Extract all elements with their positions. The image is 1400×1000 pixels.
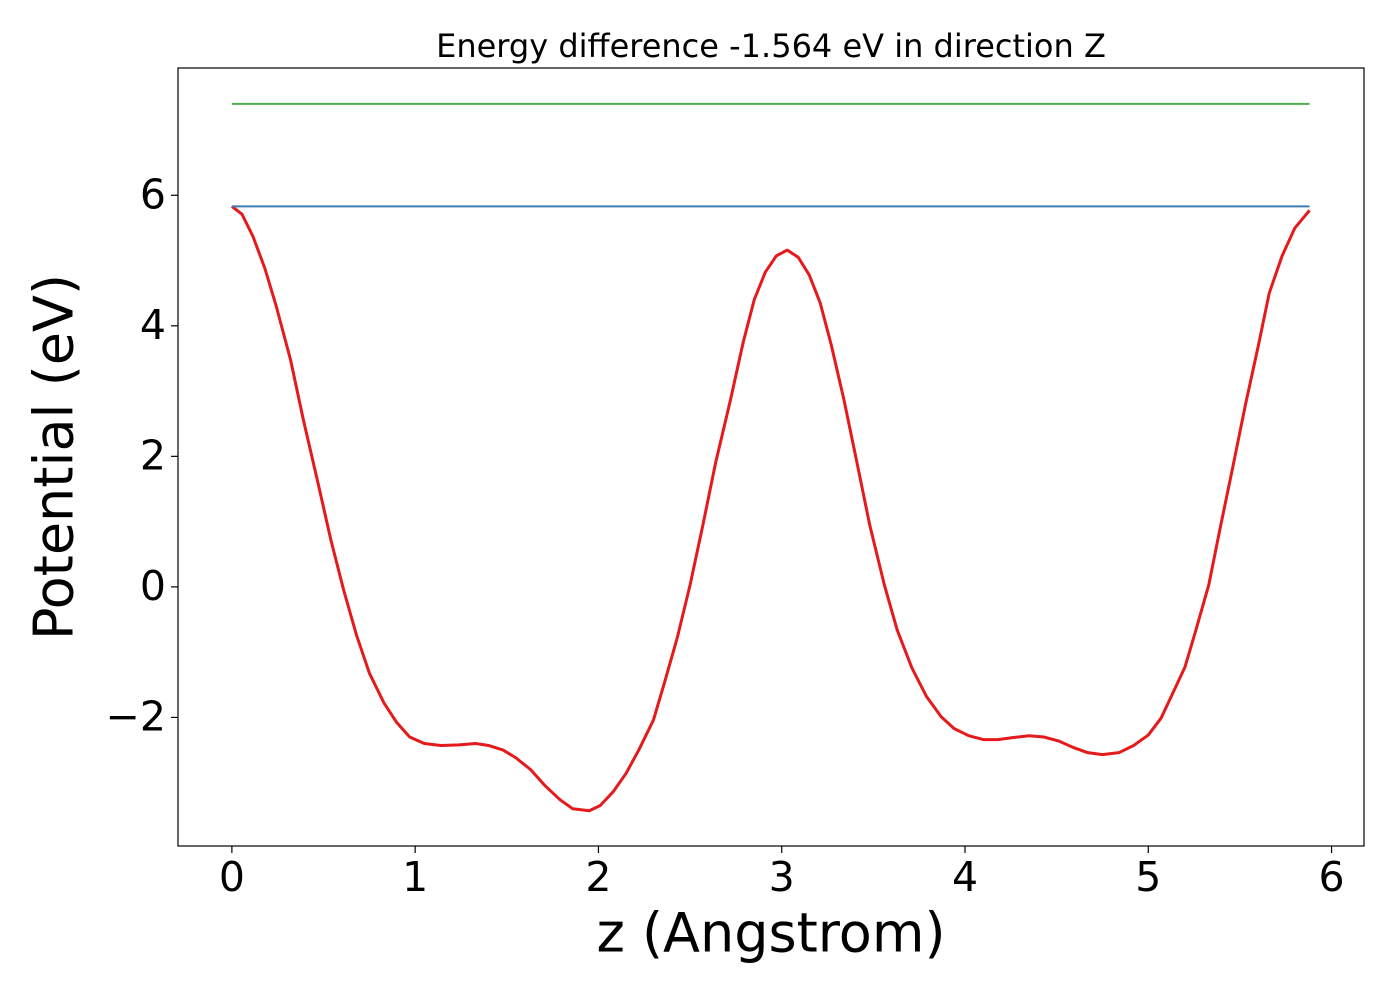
x-tick-label: 6 [1319, 853, 1345, 901]
y-tick-label: 2 [140, 431, 166, 479]
y-axis-label: Potential (eV) [23, 274, 86, 640]
chart-title: Energy difference -1.564 eV in direction… [436, 27, 1106, 65]
y-tick-label: 4 [140, 301, 166, 349]
x-tick-label: 2 [585, 853, 611, 901]
x-tick-label: 0 [219, 853, 245, 901]
y-tick-label: 6 [140, 170, 166, 218]
x-tick-label: 3 [769, 853, 795, 901]
y-tick-label: −2 [106, 692, 166, 740]
x-tick-label: 5 [1135, 853, 1161, 901]
x-tick-label: 1 [402, 853, 428, 901]
x-axis-label: z (Angstrom) [596, 902, 945, 965]
x-tick-label: 4 [952, 853, 978, 901]
plot-frame [177, 67, 1365, 847]
y-tick-label: 0 [140, 562, 166, 610]
data-line [230, 205, 1311, 813]
